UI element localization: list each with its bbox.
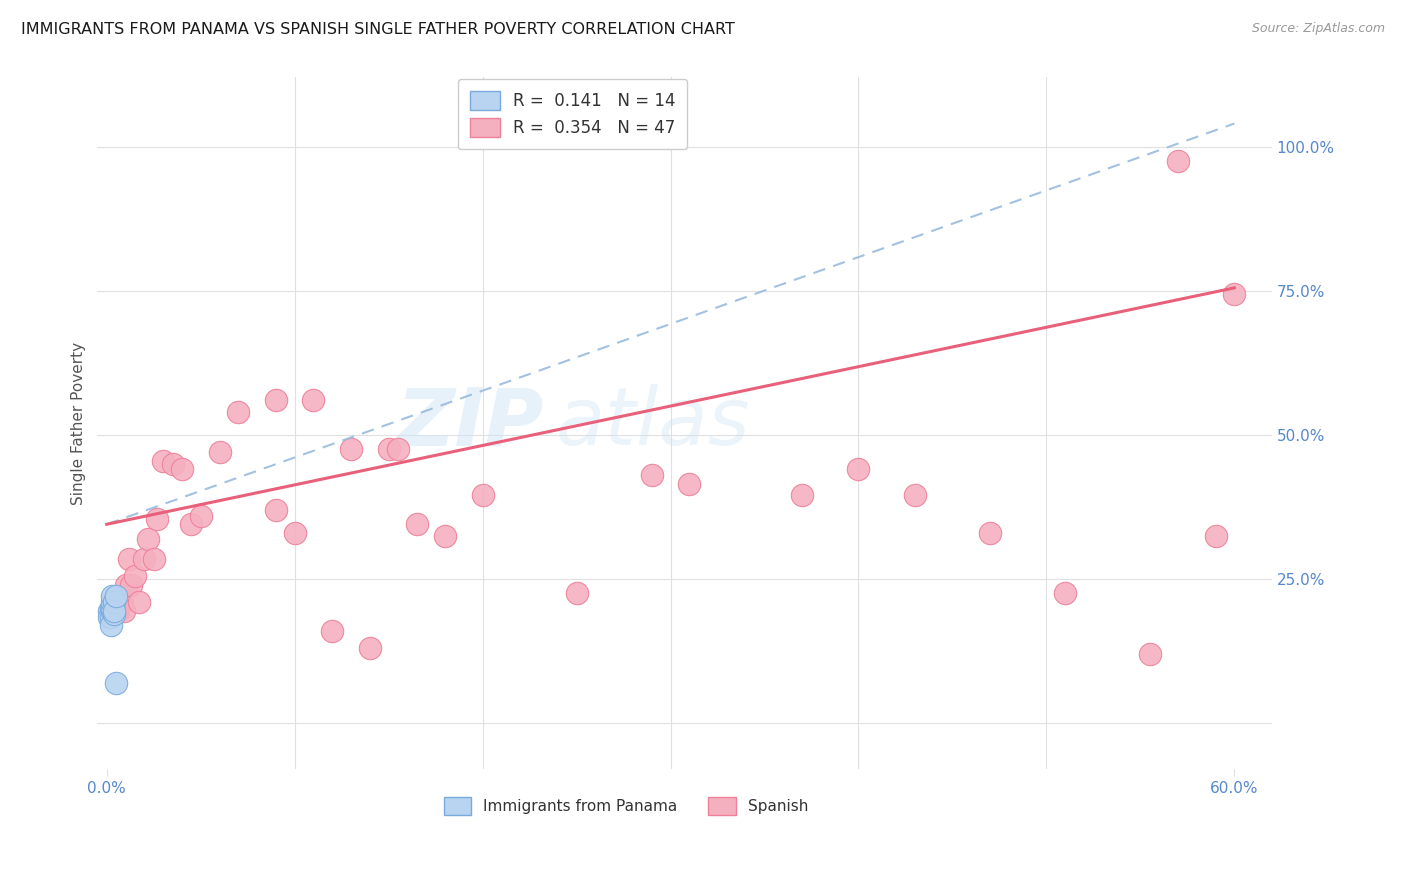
Point xyxy=(142,552,165,566)
Point xyxy=(1167,154,1189,169)
Point xyxy=(103,607,125,621)
Point xyxy=(100,600,122,615)
Point xyxy=(105,604,128,618)
Point xyxy=(208,445,231,459)
Point xyxy=(107,604,129,618)
Point xyxy=(162,457,184,471)
Point xyxy=(678,476,700,491)
Point xyxy=(101,590,124,604)
Text: IMMIGRANTS FROM PANAMA VS SPANISH SINGLE FATHER POVERTY CORRELATION CHART: IMMIGRANTS FROM PANAMA VS SPANISH SINGLE… xyxy=(21,22,735,37)
Point xyxy=(120,578,142,592)
Point xyxy=(226,405,249,419)
Point xyxy=(904,488,927,502)
Point xyxy=(101,595,124,609)
Point xyxy=(100,618,122,632)
Point xyxy=(152,454,174,468)
Point xyxy=(264,393,287,408)
Point xyxy=(170,462,193,476)
Point xyxy=(1223,286,1246,301)
Point xyxy=(114,578,136,592)
Point xyxy=(979,525,1001,540)
Point xyxy=(180,517,202,532)
Point xyxy=(101,600,124,615)
Point xyxy=(377,442,399,457)
Text: ZIP: ZIP xyxy=(396,384,544,462)
Point xyxy=(565,586,588,600)
Point xyxy=(1054,586,1077,600)
Point xyxy=(97,604,120,618)
Point xyxy=(101,604,124,618)
Point xyxy=(284,525,307,540)
Point xyxy=(128,595,150,609)
Point xyxy=(340,442,363,457)
Point xyxy=(134,552,156,566)
Point xyxy=(264,503,287,517)
Legend: Immigrants from Panama, Spanish: Immigrants from Panama, Spanish xyxy=(434,788,817,824)
Point xyxy=(108,592,131,607)
Y-axis label: Single Father Poverty: Single Father Poverty xyxy=(72,342,86,505)
Point xyxy=(359,641,381,656)
Point xyxy=(105,675,128,690)
Text: atlas: atlas xyxy=(555,384,751,462)
Point xyxy=(118,552,141,566)
Point xyxy=(471,488,494,502)
Point xyxy=(1205,529,1227,543)
Point xyxy=(105,590,128,604)
Point xyxy=(100,609,122,624)
Point xyxy=(101,604,124,618)
Point xyxy=(405,517,427,532)
Point xyxy=(111,595,134,609)
Point xyxy=(848,462,870,476)
Text: Source: ZipAtlas.com: Source: ZipAtlas.com xyxy=(1251,22,1385,36)
Point xyxy=(124,569,146,583)
Point xyxy=(190,508,212,523)
Point xyxy=(321,624,343,638)
Point xyxy=(103,595,125,609)
Point xyxy=(790,488,813,502)
Point xyxy=(387,442,409,457)
Point xyxy=(146,511,169,525)
Point xyxy=(302,393,325,408)
Point xyxy=(434,529,457,543)
Point xyxy=(97,609,120,624)
Point xyxy=(1139,647,1161,661)
Point xyxy=(641,468,664,483)
Point xyxy=(136,532,159,546)
Point xyxy=(103,600,125,615)
Point xyxy=(103,604,125,618)
Point xyxy=(112,604,135,618)
